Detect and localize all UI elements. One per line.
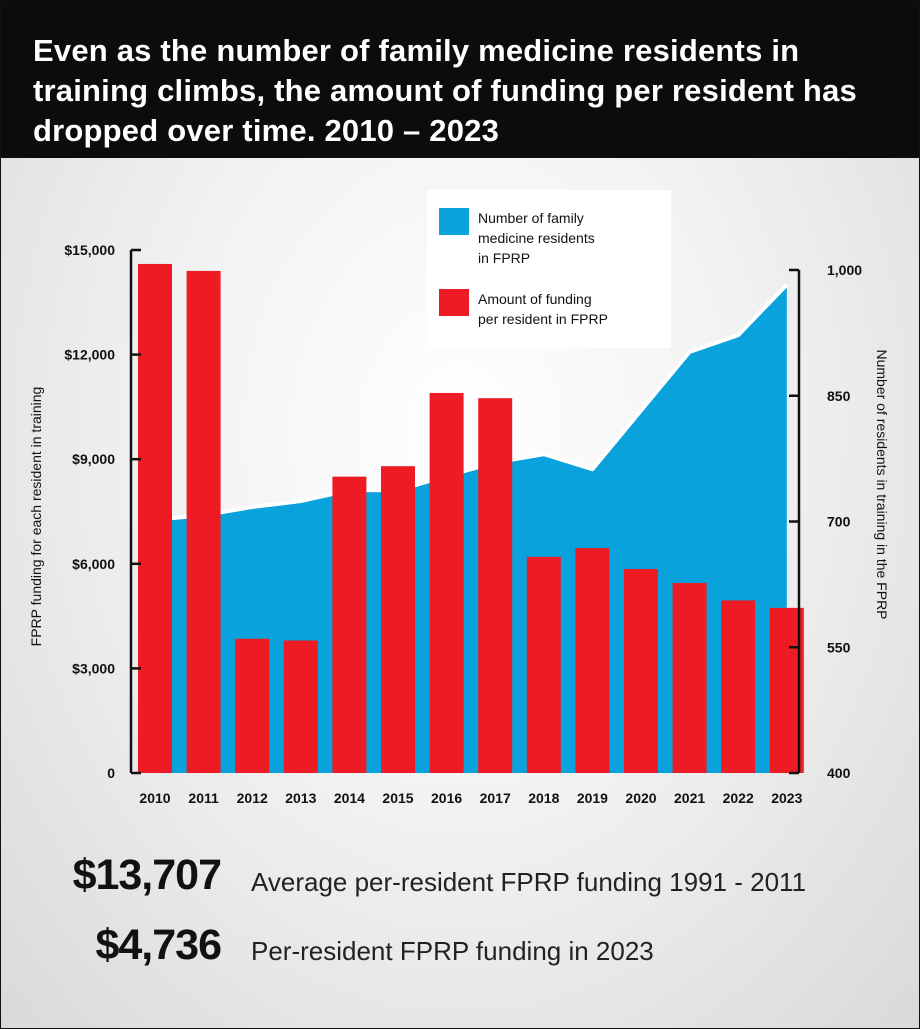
x-tick-label-2011: 2011	[188, 790, 219, 806]
legend-label: Number of family	[478, 210, 584, 226]
funding-bar-2017	[478, 398, 513, 773]
residents-area-edge	[154, 283, 789, 522]
right-tick-label: 850	[827, 388, 851, 404]
x-tick-label-2022: 2022	[723, 790, 754, 806]
legend-label: in FPRP	[478, 250, 530, 266]
x-tick-label-2020: 2020	[625, 790, 656, 806]
legend-swatch-residents	[439, 208, 469, 235]
funding-bar-2014	[332, 476, 367, 773]
x-tick-label-2016: 2016	[431, 790, 462, 806]
left-tick-label: $15,000	[64, 242, 115, 258]
funding-bar-2010	[138, 263, 172, 773]
legend-label: Amount of funding	[478, 291, 592, 307]
funding-bar-2022	[721, 600, 756, 773]
title-banner: Even as the number of family medicine re…	[1, 1, 919, 158]
right-tick-label: 400	[827, 765, 851, 781]
stat-average-label: Average per-resident FPRP funding 1991 -…	[251, 867, 807, 897]
x-tick-label-2023: 2023	[771, 790, 802, 806]
legend-swatch-funding	[439, 289, 469, 316]
stat-2023-value: $4,736	[95, 921, 222, 969]
legend-label: per resident in FPRP	[478, 311, 608, 327]
right-axis-title: Number of residents in training in the F…	[874, 349, 890, 619]
legend-label: medicine residents	[478, 230, 595, 246]
left-tick-label: $12,000	[64, 347, 115, 363]
x-tick-label-2012: 2012	[237, 790, 268, 806]
x-tick-label-2017: 2017	[480, 790, 511, 806]
left-tick-label: $3,000	[72, 660, 115, 676]
funding-bar-2020	[624, 569, 658, 773]
right-tick-label: 700	[827, 514, 851, 530]
chart-title: Even as the number of family medicine re…	[33, 33, 857, 148]
stat-2023-label: Per-resident FPRP funding in 2023	[251, 936, 654, 966]
funding-bar-2018	[526, 556, 561, 773]
x-tick-label-2010: 2010	[139, 790, 170, 806]
x-tick-label-2018: 2018	[528, 790, 559, 806]
x-tick-label-2013: 2013	[285, 790, 316, 806]
left-tick-label: $6,000	[72, 556, 115, 572]
right-tick-label: 550	[827, 639, 851, 655]
funding-bar-2015	[381, 466, 415, 773]
funding-bar-2011	[186, 270, 221, 773]
funding-bar-2012	[235, 638, 270, 773]
x-tick-label-2015: 2015	[382, 790, 413, 806]
x-tick-label-2019: 2019	[577, 790, 608, 806]
funding-bar-2019	[575, 548, 610, 773]
funding-bar-2016	[429, 392, 464, 773]
stat-average-value: $13,707	[72, 851, 222, 899]
x-tick-label-2021: 2021	[674, 790, 705, 806]
combo-chart: 0 $3,000 $6,000 $9,000 $12,000 $15,000 400 550 7…	[28, 190, 890, 806]
left-tick-label: $9,000	[72, 451, 115, 467]
right-tick-label: 1,000	[827, 262, 862, 278]
funding-bar-2021	[672, 582, 707, 773]
funding-bar-2013	[283, 640, 318, 773]
x-tick-label-2014: 2014	[334, 790, 365, 806]
left-axis-title: FPRP funding for each resident in traini…	[28, 387, 44, 647]
left-tick-label: 0	[107, 765, 115, 781]
